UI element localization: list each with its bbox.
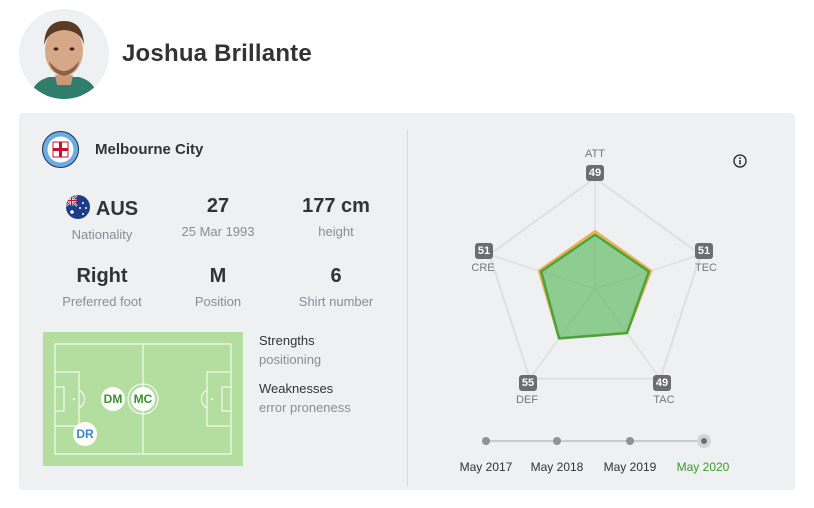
position-marker-mc: MC <box>131 387 155 411</box>
strengths-block: Strengths positioning <box>259 333 321 367</box>
radar-value-cre: 51 <box>475 243 493 259</box>
timeline-label-2017[interactable]: May 2017 <box>459 460 513 474</box>
foot-label: Preferred foot <box>62 294 142 309</box>
weaknesses-heading: Weaknesses <box>259 381 334 396</box>
panel-divider <box>407 130 408 487</box>
position-pitch: DM MC DR <box>43 332 243 466</box>
stat-position: M Position <box>163 265 273 309</box>
radar-value-att: 49 <box>586 165 604 181</box>
player-avatar <box>19 9 109 99</box>
position-value: M <box>209 265 227 287</box>
stat-nationality: AUS Nationality <box>47 195 157 242</box>
radar-label-att: ATT <box>585 148 605 160</box>
birth-date: 25 Mar 1993 <box>181 224 255 239</box>
radar-value-tec: 51 <box>695 243 713 259</box>
height-label: height <box>318 224 354 239</box>
club-logo-icon[interactable] <box>42 131 79 168</box>
attribute-radar-chart <box>488 176 702 380</box>
timeline-dot-2020-selected[interactable] <box>697 434 711 448</box>
weaknesses-block: Weaknesses error proneness <box>259 381 351 415</box>
player-photo <box>19 9 109 99</box>
position-marker-dr: DR <box>73 422 97 446</box>
nationality-value: AUS <box>95 198 139 220</box>
club-name[interactable]: Melbourne City <box>95 141 204 158</box>
height-value: 177 cm <box>302 195 370 217</box>
timeline-label-2020[interactable]: May 2020 <box>676 460 730 474</box>
foot-value: Right <box>76 265 128 287</box>
timeline-label-2019[interactable]: May 2019 <box>603 460 657 474</box>
radar-label-tec: TEC <box>695 262 717 274</box>
radar-series-current <box>539 233 651 340</box>
radar-value-def: 55 <box>519 375 537 391</box>
timeline-dot-2017[interactable] <box>482 437 490 445</box>
timeline-dot-2019[interactable] <box>626 437 634 445</box>
shirt-value: 6 <box>330 265 342 287</box>
strengths-value: positioning <box>259 352 322 367</box>
radar-value-tac: 49 <box>653 375 671 391</box>
stat-foot: Right Preferred foot <box>47 265 157 309</box>
position-marker-dm: DM <box>101 387 125 411</box>
weaknesses-value: error proneness <box>259 400 351 415</box>
shirt-label: Shirt number <box>298 294 374 309</box>
info-icon[interactable] <box>733 154 747 168</box>
stat-age: 27 25 Mar 1993 <box>163 195 273 239</box>
radar-label-def: DEF <box>516 394 538 406</box>
age-value: 27 <box>206 195 230 217</box>
australia-flag-icon <box>65 195 90 219</box>
radar-label-cre: CRE <box>471 262 495 274</box>
player-name: Joshua Brillante <box>122 40 312 67</box>
season-timeline-track[interactable] <box>486 440 704 442</box>
timeline-dot-2018[interactable] <box>553 437 561 445</box>
stat-shirt: 6 Shirt number <box>281 265 391 309</box>
strengths-heading: Strengths <box>259 333 315 348</box>
position-label: Position <box>194 294 242 309</box>
nationality-label: Nationality <box>71 227 133 242</box>
radar-label-tac: TAC <box>653 394 675 406</box>
stat-height: 177 cm height <box>281 195 391 239</box>
radar-grid <box>488 176 702 380</box>
timeline-label-2018[interactable]: May 2018 <box>530 460 584 474</box>
